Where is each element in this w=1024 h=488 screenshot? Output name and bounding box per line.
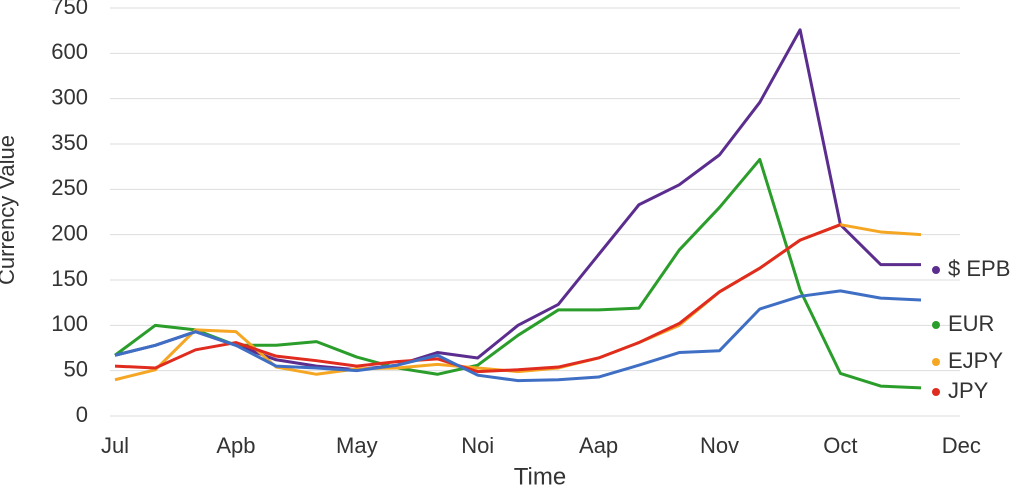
legend-marker	[932, 388, 940, 396]
x-tick-label: Nov	[700, 433, 739, 458]
x-tick-label: Oct	[823, 433, 857, 458]
series-line	[114, 223, 841, 374]
y-tick-label: 250	[51, 175, 88, 200]
y-tick-label: 600	[51, 39, 88, 64]
y-tick-label: 350	[51, 130, 88, 155]
y-tick-label: 50	[64, 356, 88, 381]
series-line	[114, 157, 922, 390]
legend-marker	[932, 321, 940, 329]
series-line	[114, 289, 922, 383]
legend-label: EUR	[948, 311, 994, 336]
y-tick-label: 200	[51, 220, 88, 245]
x-tick-label: May	[336, 433, 378, 458]
x-tick-label: Jul	[101, 433, 129, 458]
legend-label: JPY	[948, 378, 989, 403]
y-axis-title: Currency Value	[0, 135, 19, 285]
x-tick-label: Noi	[461, 433, 494, 458]
y-tick-label: 750	[51, 0, 88, 19]
y-tick-label: 100	[51, 311, 88, 336]
y-tick-label: 0	[76, 402, 88, 427]
y-tick-label: 150	[51, 266, 88, 291]
x-tick-label: Dec	[942, 433, 981, 458]
legend-label: $ EPB	[948, 256, 1010, 281]
y-tick-label: 300	[51, 84, 88, 109]
x-tick-label: Aap	[579, 433, 618, 458]
legend-marker	[932, 358, 940, 366]
legend-marker	[932, 266, 940, 274]
series-line	[114, 28, 921, 372]
x-tick-label: Apb	[216, 433, 255, 458]
x-axis-title: Time	[514, 463, 566, 488]
series-line	[114, 223, 922, 382]
legend-label: EJPY	[948, 348, 1003, 373]
